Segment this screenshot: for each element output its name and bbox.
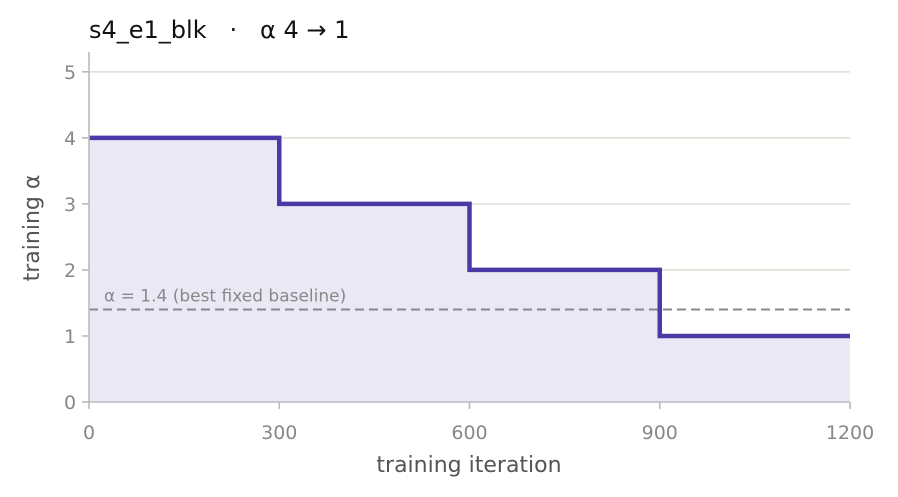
y-tick-label: 3 (64, 194, 76, 216)
y-axis-label: training α (20, 175, 45, 282)
y-tick-label: 5 (64, 62, 76, 84)
x-tick-label: 600 (451, 422, 487, 444)
x-ticks: 0 300 600 900 1200 (83, 402, 874, 444)
chart-title: s4_e1_blk · α 4 → 1 (89, 16, 349, 44)
y-tick-label: 2 (64, 260, 76, 282)
series-step-line (89, 135, 850, 339)
y-tick-label: 0 (64, 392, 76, 414)
x-tick-label: 300 (261, 422, 297, 444)
x-tick-label: 1200 (826, 422, 874, 444)
y-tick-label: 4 (64, 128, 76, 150)
y-ticks: 0 1 2 3 4 5 (64, 62, 89, 414)
x-axis-label: training iteration (376, 453, 561, 478)
x-tick-label: 900 (642, 422, 678, 444)
reference-line-group: α = 1.4 (best fixed baseline) (89, 287, 850, 311)
y-tick-label: 1 (64, 326, 76, 348)
x-tick-label: 0 (83, 422, 95, 444)
reference-line-label: α = 1.4 (best fixed baseline) (104, 287, 346, 307)
